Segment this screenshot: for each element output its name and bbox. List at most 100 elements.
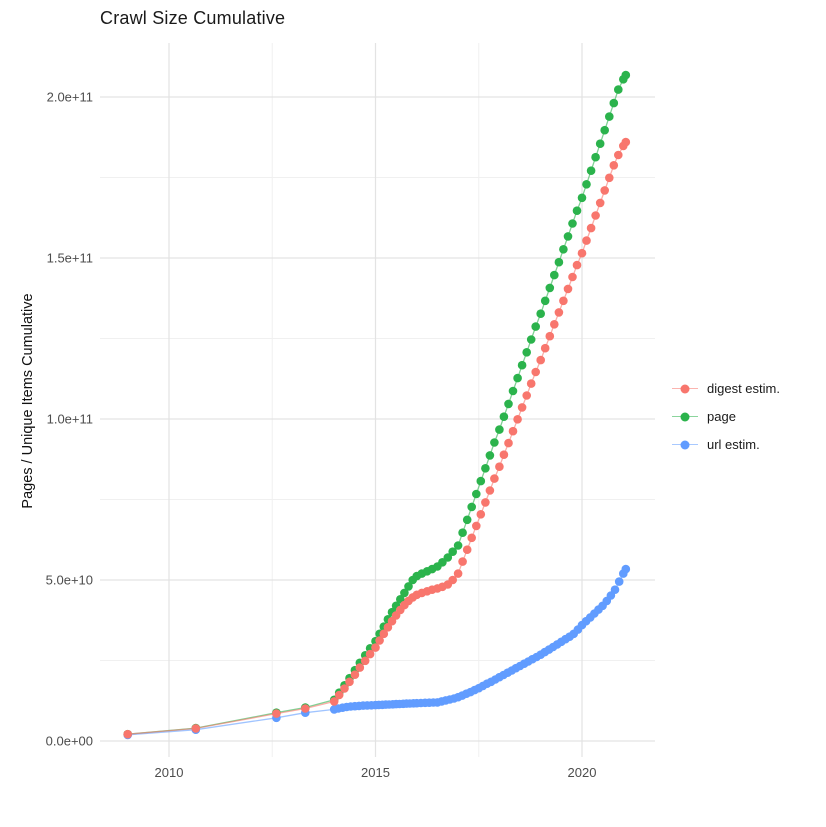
data-point bbox=[572, 206, 582, 215]
y-axis-tick-label: 0.0e+00 bbox=[46, 734, 93, 749]
data-point bbox=[123, 729, 132, 739]
data-point bbox=[545, 283, 555, 293]
data-point bbox=[462, 545, 472, 554]
data-point bbox=[504, 438, 513, 448]
x-axis-tick-label: 2020 bbox=[568, 765, 597, 780]
data-point bbox=[495, 462, 504, 472]
data-point bbox=[577, 193, 587, 203]
data-point bbox=[531, 322, 540, 331]
data-point bbox=[383, 623, 393, 632]
data-point bbox=[605, 173, 614, 183]
y-axis-tick-label: 5.0e+10 bbox=[46, 573, 93, 588]
data-point bbox=[595, 198, 605, 208]
data-point bbox=[559, 296, 568, 306]
data-point bbox=[481, 498, 490, 507]
data-point bbox=[404, 582, 413, 591]
data-point bbox=[526, 335, 536, 344]
data-point bbox=[517, 360, 527, 370]
data-point bbox=[568, 272, 577, 282]
data-point bbox=[371, 643, 380, 652]
data-point bbox=[540, 343, 550, 353]
data-point bbox=[495, 425, 504, 434]
data-point bbox=[504, 399, 513, 409]
data-point bbox=[485, 486, 495, 495]
legend-item-label: page bbox=[707, 409, 736, 424]
data-point bbox=[563, 232, 573, 241]
legend-key-icon bbox=[672, 437, 698, 453]
data-point bbox=[526, 379, 536, 388]
data-point bbox=[400, 588, 409, 598]
x-axis-tick-label: 2010 bbox=[155, 765, 184, 780]
data-point bbox=[621, 564, 631, 574]
data-point bbox=[301, 704, 310, 713]
data-point bbox=[600, 125, 609, 135]
data-point bbox=[600, 186, 609, 195]
data-point bbox=[554, 308, 564, 317]
data-point bbox=[334, 690, 344, 700]
data-point bbox=[554, 257, 564, 267]
data-point bbox=[563, 284, 573, 294]
data-point bbox=[481, 464, 490, 473]
data-point bbox=[582, 180, 591, 189]
data-point bbox=[536, 355, 545, 365]
data-point bbox=[609, 161, 619, 170]
data-point bbox=[582, 236, 591, 245]
data-point bbox=[490, 438, 499, 447]
y-axis-tick-label: 1.0e+11 bbox=[47, 412, 93, 427]
data-point bbox=[490, 474, 499, 483]
data-point bbox=[360, 656, 370, 666]
data-point bbox=[508, 386, 518, 396]
data-point bbox=[550, 270, 559, 280]
data-point bbox=[545, 331, 555, 341]
chart-title: Crawl Size Cumulative bbox=[100, 8, 286, 28]
data-point bbox=[513, 373, 522, 383]
data-point bbox=[610, 585, 620, 594]
legend-item: digest estim. bbox=[672, 378, 780, 399]
data-point bbox=[609, 98, 619, 108]
data-point bbox=[605, 112, 614, 121]
data-point bbox=[522, 391, 531, 400]
data-point bbox=[340, 684, 349, 693]
y-axis-tick-label: 2.0e+11 bbox=[47, 90, 93, 105]
data-point bbox=[485, 451, 495, 460]
data-point bbox=[443, 553, 453, 562]
data-point bbox=[595, 139, 605, 148]
data-point bbox=[568, 219, 577, 228]
data-point bbox=[462, 515, 472, 525]
data-point bbox=[467, 502, 477, 512]
data-point bbox=[448, 575, 458, 585]
data-point bbox=[572, 260, 582, 270]
data-point bbox=[621, 70, 631, 80]
x-axis-tick-label: 2015 bbox=[361, 765, 390, 780]
data-point bbox=[591, 211, 600, 220]
data-point bbox=[614, 150, 623, 160]
data-point bbox=[621, 137, 631, 147]
data-point bbox=[591, 152, 600, 162]
data-point bbox=[577, 248, 587, 258]
legend-key-icon bbox=[672, 381, 698, 397]
legend-item: page bbox=[672, 406, 780, 427]
data-point bbox=[345, 677, 354, 687]
data-point bbox=[550, 320, 559, 329]
data-point bbox=[614, 85, 623, 94]
data-point bbox=[458, 528, 467, 537]
data-point bbox=[365, 649, 375, 659]
data-point bbox=[472, 489, 481, 499]
y-axis-tick-label: 1.5e+11 bbox=[47, 251, 93, 266]
data-point bbox=[540, 296, 550, 306]
data-point bbox=[614, 577, 624, 586]
data-point bbox=[476, 476, 486, 486]
data-point bbox=[191, 724, 201, 733]
data-point bbox=[272, 709, 281, 718]
data-point bbox=[448, 547, 458, 556]
data-point bbox=[458, 557, 467, 566]
data-point bbox=[329, 697, 339, 706]
data-point bbox=[467, 533, 477, 543]
data-point bbox=[476, 510, 486, 519]
data-point bbox=[531, 367, 540, 377]
data-point bbox=[586, 223, 596, 233]
legend: digest estim. page url estim. bbox=[672, 378, 780, 455]
data-point bbox=[350, 670, 360, 679]
data-point bbox=[586, 166, 596, 175]
